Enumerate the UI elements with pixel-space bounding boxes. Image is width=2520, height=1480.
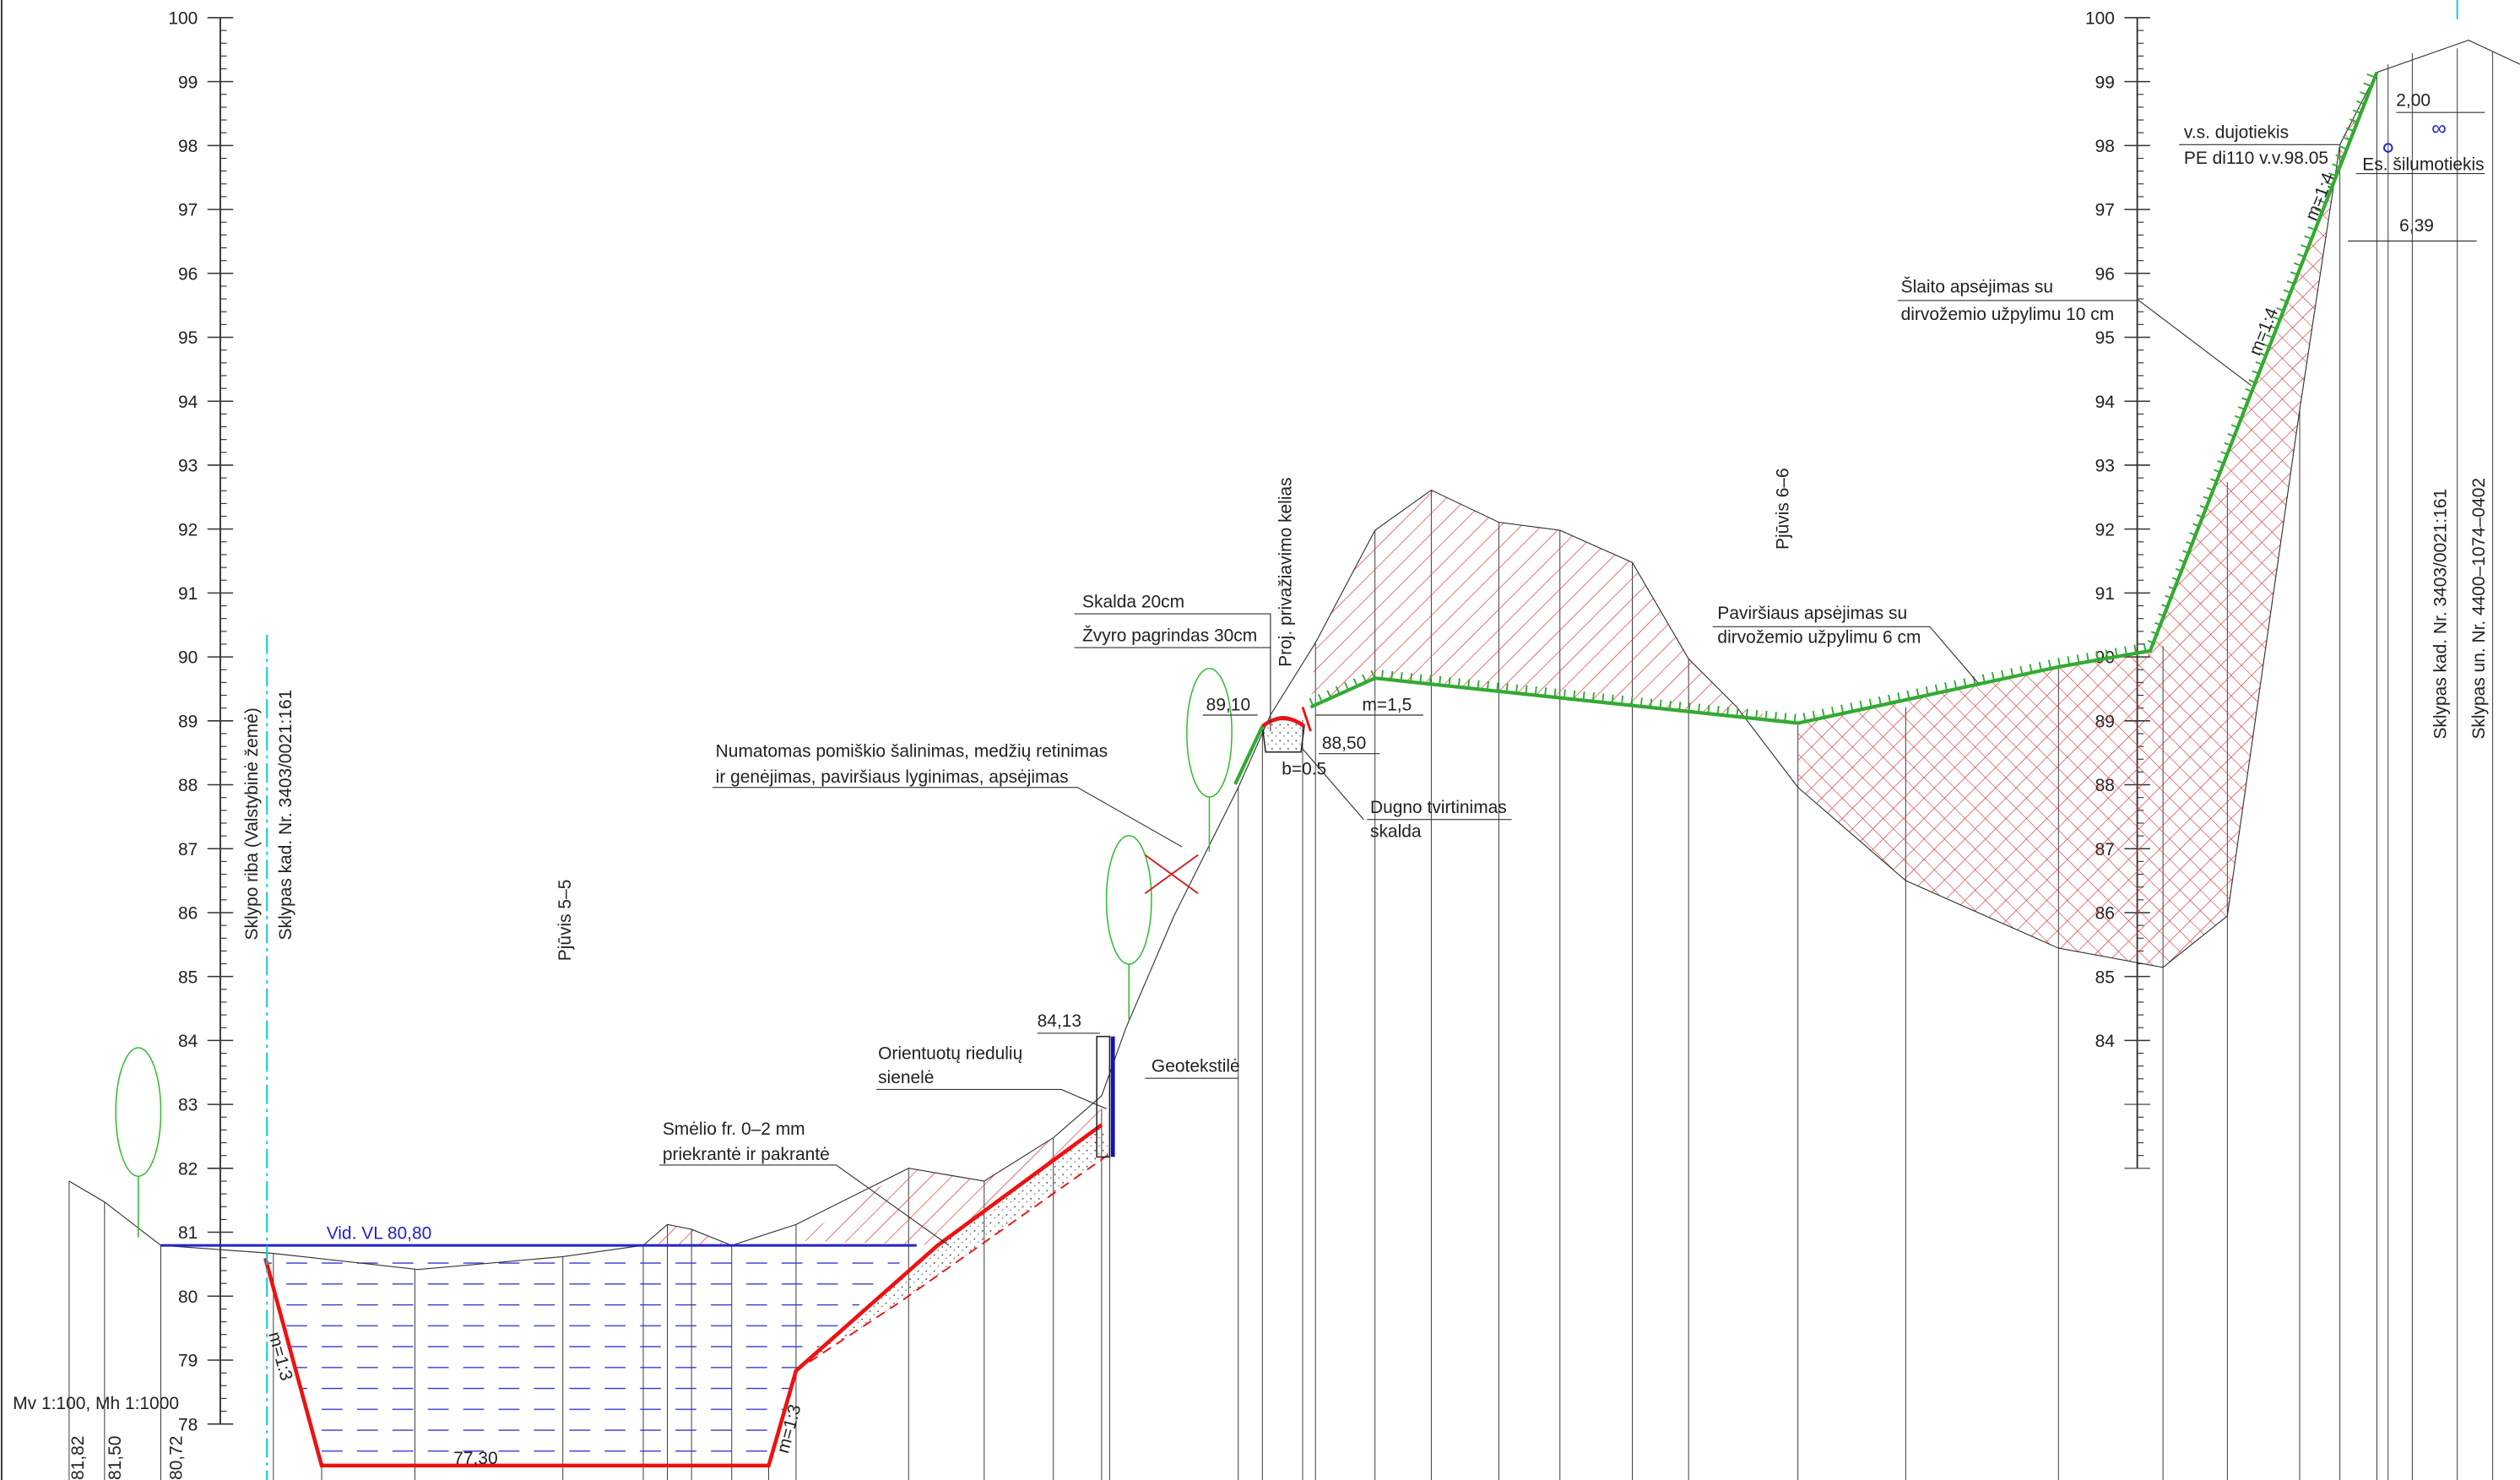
tick-label: 84	[178, 1032, 198, 1051]
sand-label: priekrantė ir pakrantė	[663, 1145, 830, 1164]
tick-label: 79	[178, 1352, 198, 1371]
sand-label: Smėlio fr. 0–2 mm	[663, 1119, 805, 1139]
tick-label: 95	[178, 328, 198, 348]
tick-label: 94	[178, 393, 198, 412]
bottom-level: 81,50	[106, 1436, 125, 1480]
tick-label: 92	[178, 520, 198, 539]
gravel-label: Žvyro pagrindas 30cm	[1082, 626, 1257, 645]
tick-label: 92	[2095, 520, 2115, 539]
tick-label: 96	[2095, 264, 2115, 284]
seeding-label: Paviršiaus apsėjimas su	[1717, 604, 1907, 623]
slope-label: m=1:4	[2301, 170, 2338, 223]
geotextile-label: Geotekstilė	[1152, 1057, 1240, 1076]
tick-label: 94	[2095, 393, 2116, 412]
level-label: 84,13	[1038, 1011, 1081, 1031]
bottom-level: 80,72	[166, 1436, 186, 1480]
tick-label: 84	[2095, 1032, 2116, 1051]
tick-label: 83	[178, 1096, 198, 1115]
clearing-label: Numatomas pomiškio šalinimas, medžių ret…	[716, 741, 1108, 761]
gas-label: v.s. dujotiekis	[2184, 123, 2289, 143]
ditch-label: Dugno tvirtinimas	[1370, 798, 1507, 817]
slope-seeding-label: dirvožemio užpylimu 10 cm	[1901, 305, 2115, 324]
bottom-level: 81,82	[68, 1436, 88, 1480]
boulder-label: sienelė	[878, 1068, 934, 1087]
tick-label: 81	[178, 1223, 198, 1243]
parcel-label: Sklypas kad. Nr. 3403/0021:161	[2431, 489, 2450, 740]
tick-label: 93	[2095, 457, 2115, 476]
tick-label: 80	[178, 1288, 198, 1307]
section-label: Pjūvis 6–6	[1773, 468, 1792, 550]
ditch-label: skalda	[1370, 822, 1422, 842]
tick-label: 85	[2095, 968, 2115, 987]
dimension: 6,39	[2399, 216, 2434, 236]
ditch-width: b=0.5	[1282, 759, 1326, 778]
tick-label: 93	[178, 457, 198, 476]
dimension: 2,00	[2396, 91, 2431, 111]
tick-label: 96	[178, 264, 198, 284]
tick-label: 87	[178, 840, 198, 859]
level-label: 89,10	[1206, 695, 1250, 714]
tick-label: 88	[178, 776, 198, 795]
tick-label: 97	[2095, 201, 2115, 220]
road-label: Proj. privažiavimo kelias	[1276, 477, 1296, 666]
water-level-label: Vid. VL 80,80	[327, 1224, 432, 1244]
tick-label: 89	[178, 712, 198, 731]
heat-label: Es. šilumotiekis	[2362, 155, 2484, 175]
tick-label: 91	[2095, 584, 2115, 604]
slope-seeding-label: Šlaito apsėjimas su	[1901, 277, 2053, 296]
tick-label: 97	[178, 201, 198, 220]
tree-removal	[1145, 855, 1198, 894]
tick-label: 100	[2085, 9, 2115, 29]
clearing-label: ir genėjimas, paviršiaus lyginimas, apsė…	[716, 767, 1069, 787]
parcel-label: Sklypas kad. Nr. 3403/0021:161	[276, 690, 295, 941]
bottom-level-label: 77,30	[453, 1449, 497, 1468]
cross-section: 100 99 98 97 96 95 94 93 92 91 90 89 88 87 86 85 84 83 82 8…	[0, 0, 2520, 1480]
slope-label: m=1,5	[1362, 695, 1412, 714]
tick-label: 86	[178, 904, 198, 924]
seeding-label: dirvožemio užpylimu 6 cm	[1717, 627, 1921, 647]
level-label: 88,50	[1322, 734, 1366, 753]
scale-note: Mv 1:100, Mh 1:1000	[13, 1394, 179, 1413]
tick-label: 82	[178, 1159, 198, 1179]
tick-label: 99	[2095, 73, 2115, 92]
tick-label: 95	[2095, 328, 2115, 348]
cut-area	[643, 1224, 732, 1245]
tick-label: 90	[178, 648, 198, 668]
design-line	[1235, 726, 1262, 784]
tick-label: 99	[178, 73, 198, 92]
fill-area	[1798, 73, 2377, 968]
tick-label: 100	[168, 9, 198, 29]
tick-label: 98	[178, 137, 198, 156]
gas-label: PE di110 v.v.98.05	[2184, 149, 2328, 168]
gravel-label: Skalda 20cm	[1082, 592, 1184, 611]
boulder-label: Orientuotų riedulių	[878, 1044, 1022, 1063]
boundary-label: Sklypo riba (Valstybinė žemė)	[242, 707, 262, 940]
tick-label: 91	[178, 584, 198, 604]
tick-label: 78	[178, 1415, 198, 1434]
tick-label: 98	[2095, 137, 2115, 156]
section-label: Pjūvis 5–5	[555, 880, 575, 962]
tick-label: 85	[178, 968, 198, 987]
heat-pipe: ∞	[2431, 117, 2447, 140]
parcel-label: Sklypas un. Nr. 4400–1074–0402	[2469, 478, 2489, 740]
